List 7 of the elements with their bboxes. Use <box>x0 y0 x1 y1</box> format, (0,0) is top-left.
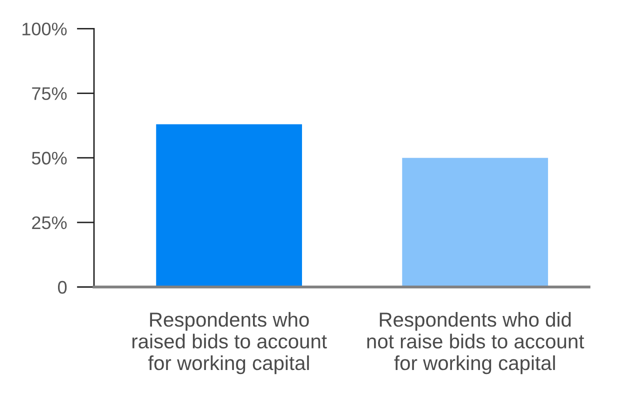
y-tick-label: 50% <box>32 152 67 165</box>
y-tick-label: 75% <box>32 87 67 100</box>
x-tick-label: Respondents who raised bids to account for working capital <box>132 312 327 374</box>
x-tick-label: Respondents who did not raise bids to account for working capital <box>367 312 584 374</box>
y-tick-label: 0 <box>58 280 67 294</box>
y-tick-label: 100% <box>22 22 67 36</box>
y-tick-label: 25% <box>32 216 67 230</box>
